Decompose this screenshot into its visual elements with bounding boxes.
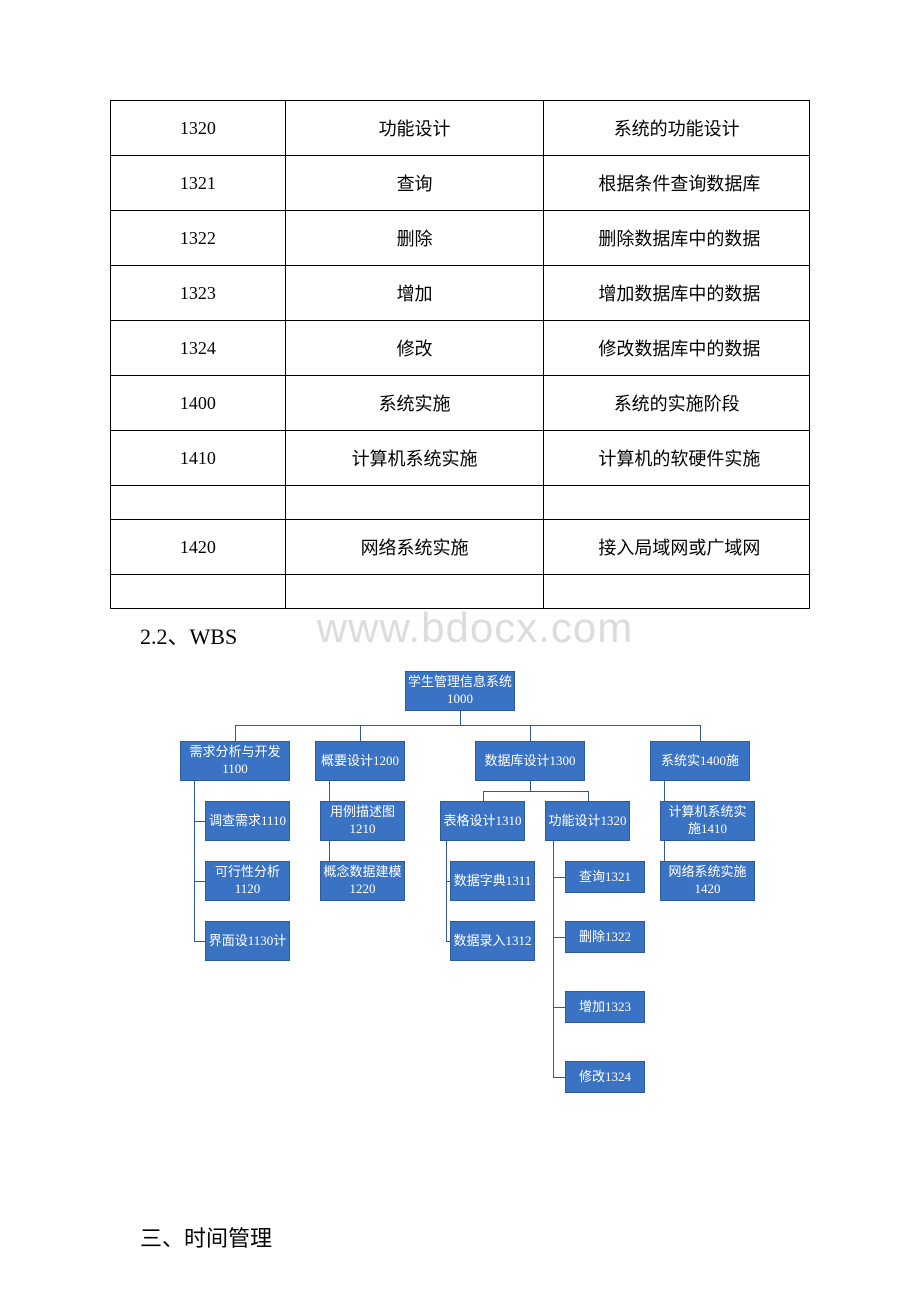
wbs-node: 修改1324 [565, 1061, 645, 1093]
wbs-node: 界面设1130计 [205, 921, 290, 961]
cell-desc: 增加数据库中的数据 [544, 266, 810, 321]
empty-cell [111, 486, 286, 520]
wbs-connector [588, 791, 589, 801]
table-row: 1321查询根据条件查询数据库 [111, 156, 810, 211]
cell-name: 删除 [285, 211, 544, 266]
table-row: 1400系统实施系统的实施阶段 [111, 376, 810, 431]
section-3-heading: 三、时间管理 [140, 1221, 810, 1253]
table-row: 1420网络系统实施接入局域网或广域网 [111, 520, 810, 575]
cell-id: 1324 [111, 321, 286, 376]
wbs-connector [235, 725, 700, 726]
wbs-connector [194, 941, 205, 942]
cell-name: 查询 [285, 156, 544, 211]
wbs-node: 用例描述图1210 [320, 801, 405, 841]
cell-name: 系统实施 [285, 376, 544, 431]
cell-desc: 修改数据库中的数据 [544, 321, 810, 376]
wbs-node: 删除1322 [565, 921, 645, 953]
wbs-node: 计算机系统实施1410 [660, 801, 755, 841]
cell-name: 增加 [285, 266, 544, 321]
wbs-node: 功能设计1320 [545, 801, 630, 841]
wbs-node: 表格设计1310 [440, 801, 525, 841]
section-2-2-heading: www.bdocx.com 2.2、WBS [140, 619, 810, 651]
wbs-node: 可行性分析1120 [205, 861, 290, 901]
table-row: 1320功能设计系统的功能设计 [111, 101, 810, 156]
cell-id: 1321 [111, 156, 286, 211]
wbs-connector [483, 791, 484, 801]
wbs-connector [553, 937, 565, 938]
wbs-connector [360, 725, 361, 741]
cell-name: 计算机系统实施 [285, 431, 544, 486]
cell-desc: 计算机的软硬件实施 [544, 431, 810, 486]
empty-cell [111, 575, 286, 609]
empty-cell [285, 486, 544, 520]
wbs-connector [483, 791, 588, 792]
wbs-node: 调查需求1110 [205, 801, 290, 841]
wbs-connector [700, 725, 701, 741]
empty-cell [544, 575, 810, 609]
section-2-2-label: 2.2、WBS [140, 624, 237, 649]
empty-cell [285, 575, 544, 609]
table-row [111, 575, 810, 609]
wbs-data-table: 1320功能设计系统的功能设计1321查询根据条件查询数据库1322删除删除数据… [110, 100, 810, 609]
cell-id: 1400 [111, 376, 286, 431]
cell-desc: 删除数据库中的数据 [544, 211, 810, 266]
cell-name: 修改 [285, 321, 544, 376]
cell-id: 1323 [111, 266, 286, 321]
wbs-connector [194, 781, 195, 941]
cell-name: 功能设计 [285, 101, 544, 156]
empty-cell [544, 486, 810, 520]
wbs-node: 增加1323 [565, 991, 645, 1023]
cell-id: 1420 [111, 520, 286, 575]
wbs-connector [194, 821, 205, 822]
cell-desc: 系统的实施阶段 [544, 376, 810, 431]
wbs-node: 数据字典1311 [450, 861, 535, 901]
wbs-node: 学生管理信息系统1000 [405, 671, 515, 711]
wbs-node: 查询1321 [565, 861, 645, 893]
wbs-node: 网络系统实施1420 [660, 861, 755, 901]
wbs-connector [553, 1007, 565, 1008]
wbs-connector [194, 881, 205, 882]
wbs-connector [553, 1077, 565, 1078]
wbs-connector [446, 841, 447, 941]
table-row: 1322删除删除数据库中的数据 [111, 211, 810, 266]
wbs-connector [460, 711, 461, 725]
cell-desc: 接入局域网或广域网 [544, 520, 810, 575]
watermark-text: www.bdocx.com [317, 604, 633, 652]
cell-id: 1322 [111, 211, 286, 266]
table-row: 1324修改修改数据库中的数据 [111, 321, 810, 376]
wbs-diagram: 学生管理信息系统1000 需求分析与开发1100 概要设计1200 数据库设计1300… [150, 671, 770, 1191]
wbs-node: 系统实1400施 [650, 741, 750, 781]
cell-id: 1410 [111, 431, 286, 486]
wbs-node: 数据库设计1300 [475, 741, 585, 781]
table-row: 1323增加增加数据库中的数据 [111, 266, 810, 321]
wbs-node: 需求分析与开发1100 [180, 741, 290, 781]
section-3-label: 三、时间管理 [140, 1226, 272, 1251]
wbs-connector [530, 725, 531, 741]
cell-id: 1320 [111, 101, 286, 156]
cell-desc: 根据条件查询数据库 [544, 156, 810, 211]
wbs-connector [530, 781, 531, 791]
wbs-node: 概念数据建模1220 [320, 861, 405, 901]
wbs-connector [553, 877, 565, 878]
table-row: 1410计算机系统实施计算机的软硬件实施 [111, 431, 810, 486]
wbs-connector [235, 725, 236, 741]
cell-desc: 系统的功能设计 [544, 101, 810, 156]
cell-name: 网络系统实施 [285, 520, 544, 575]
wbs-node: 概要设计1200 [315, 741, 405, 781]
wbs-node: 数据录入1312 [450, 921, 535, 961]
table-row [111, 486, 810, 520]
